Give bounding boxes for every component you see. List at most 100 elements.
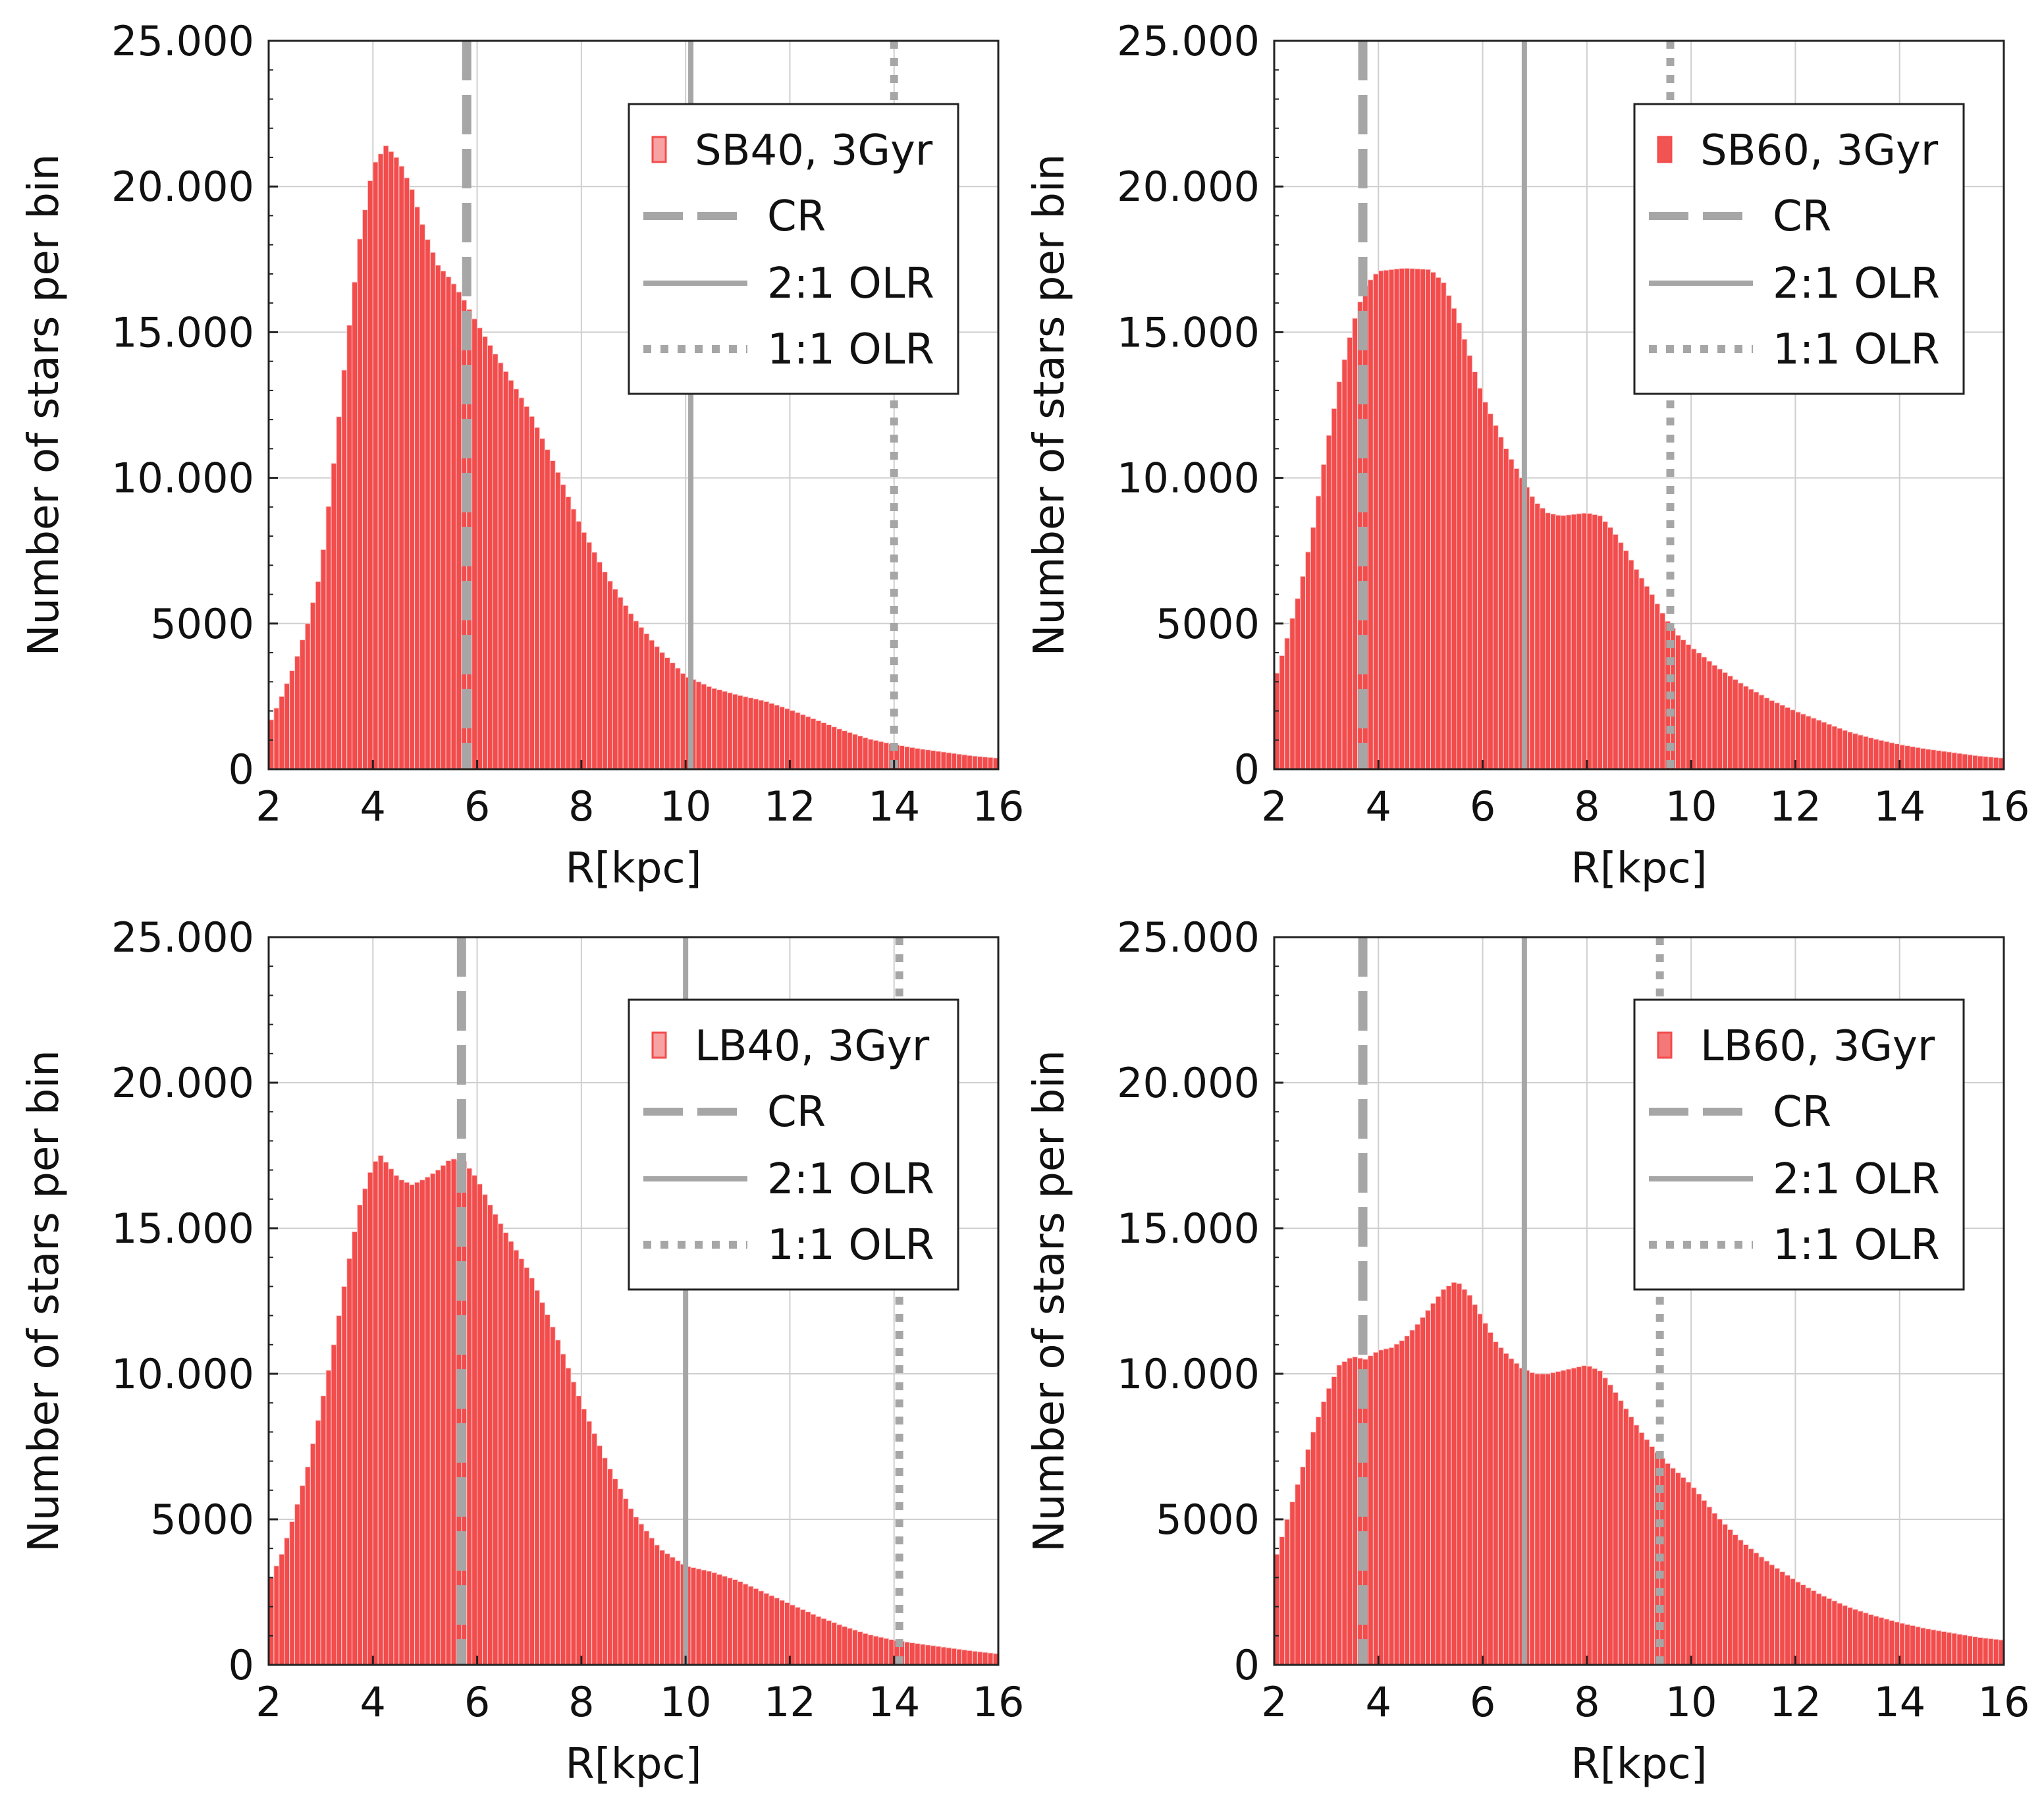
histogram-bar [352,1231,358,1666]
histogram-bar [289,670,296,770]
histogram-bar [414,206,421,770]
histogram-bar [1763,1560,1770,1666]
histogram-bar [1279,655,1285,770]
legend-swatch-histogram [651,1031,667,1059]
histogram-bar [722,1575,728,1666]
histogram-bar [1722,672,1729,770]
histogram-bar [435,1170,441,1666]
histogram-bar [1503,1353,1509,1666]
histogram-bar [711,688,718,770]
x-tick-label: 6 [1470,782,1495,830]
legend-label-solid: 2:1 OLR [1773,259,1940,308]
x-axis-label: R[kpc] [565,844,701,893]
histogram-bar [1878,740,1885,770]
histogram-bar [726,1577,733,1666]
histogram-bar [1399,268,1405,770]
histogram-bar [1878,1617,1885,1666]
histogram-bar [1732,679,1738,770]
histogram-bar [1315,1416,1322,1666]
histogram-bar [1508,1358,1515,1666]
histogram-bar [758,1590,765,1666]
histogram-bar [779,1600,786,1666]
histogram-bar [429,252,436,770]
histogram-bar [481,336,488,770]
histogram-bar [377,1155,384,1666]
histogram-bar [873,740,879,770]
histogram-bar [1576,513,1582,770]
histogram-bar [768,703,775,770]
histogram-bar [1425,269,1431,770]
histogram-bar [1883,1618,1890,1666]
histogram-bar [1440,1289,1447,1666]
histogram-bar [1904,745,1911,770]
histogram-bar [362,1188,368,1666]
histogram-bar [1826,1598,1833,1666]
x-tick-label: 10 [660,1678,712,1726]
histogram-bar [1310,1431,1316,1666]
histogram-bar [1659,612,1666,770]
histogram-bar [914,747,921,770]
histogram-bar [987,757,994,770]
histogram-bar [1815,1593,1822,1666]
histogram-bar [1742,1544,1749,1666]
histogram-bar [554,472,561,770]
histogram-bar [1852,733,1858,770]
histogram-bar [794,1606,801,1666]
ticks: 2 4 6 8 10 12 14 16 0 5000 10.000 15.000 20.000 25.00… [111,913,1024,1726]
x-tick-label: 12 [764,1678,816,1726]
histogram-bar [524,1267,530,1666]
x-tick-label: 14 [868,1678,920,1726]
histogram-bar [1737,682,1744,770]
histogram-bar [518,1258,525,1666]
histogram-bar [747,697,754,770]
legend-label-dotted: 1:1 OLR [1773,1221,1940,1270]
histogram-bar [1540,508,1546,770]
histogram-bar [1420,1316,1426,1666]
histogram-bar [967,1650,973,1666]
histogram-bar [946,752,952,770]
histogram-bar [695,681,702,770]
histogram-bar [1774,1567,1781,1666]
histogram-bar [1372,1351,1379,1666]
histogram-bar [1565,1369,1572,1666]
chart-panel-2: 2 4 6 8 10 12 14 16 0 5000 10.000 15.000 20.000 25.00… [1025,17,2030,893]
histogram-bar [784,1602,790,1666]
histogram-bar [1701,657,1708,770]
axes-frame [1273,40,2005,771]
histogram-bar [1769,700,1775,770]
histogram-bar [669,1556,676,1666]
histogram-bar [1956,753,1963,770]
histogram-bar [851,734,858,770]
histogram-bar [1331,408,1337,770]
histogram-bar [1284,637,1291,770]
histogram-bar [1690,648,1697,770]
histogram-bar [581,1408,587,1666]
y-tick-label: 25.000 [1117,913,1260,962]
y-tick-label: 0 [1234,746,1260,794]
histogram-bar [1847,732,1853,770]
histogram-bar [1862,736,1869,770]
histogram-bar [508,379,514,770]
histogram-bars [268,1155,999,1666]
histogram-bar [1633,1424,1640,1666]
ticks: 2 4 6 8 10 12 14 16 0 5000 10.000 15.000 20.000 25.00… [1117,17,2030,830]
histogram-bar [799,714,806,770]
histogram-bar [1581,512,1588,770]
histogram-bar [1925,749,1931,770]
histogram-bar [576,1396,582,1666]
histogram-bar [497,1223,504,1666]
histogram-bar [664,1553,670,1666]
histogram-bar [1372,273,1379,770]
histogram-bar [549,1326,556,1666]
histogram-bar [1904,1624,1911,1666]
histogram-bar [1711,664,1718,770]
histogram-bar [445,276,452,770]
histogram-bar [1727,1529,1733,1666]
histogram-bar [1941,751,1947,770]
histogram-bar [352,281,358,770]
histogram-bar [878,1637,884,1666]
histogram-bar [820,722,827,770]
histogram-bar [982,756,988,770]
histogram-bar [633,620,639,770]
histogram-bar [1711,1513,1718,1666]
